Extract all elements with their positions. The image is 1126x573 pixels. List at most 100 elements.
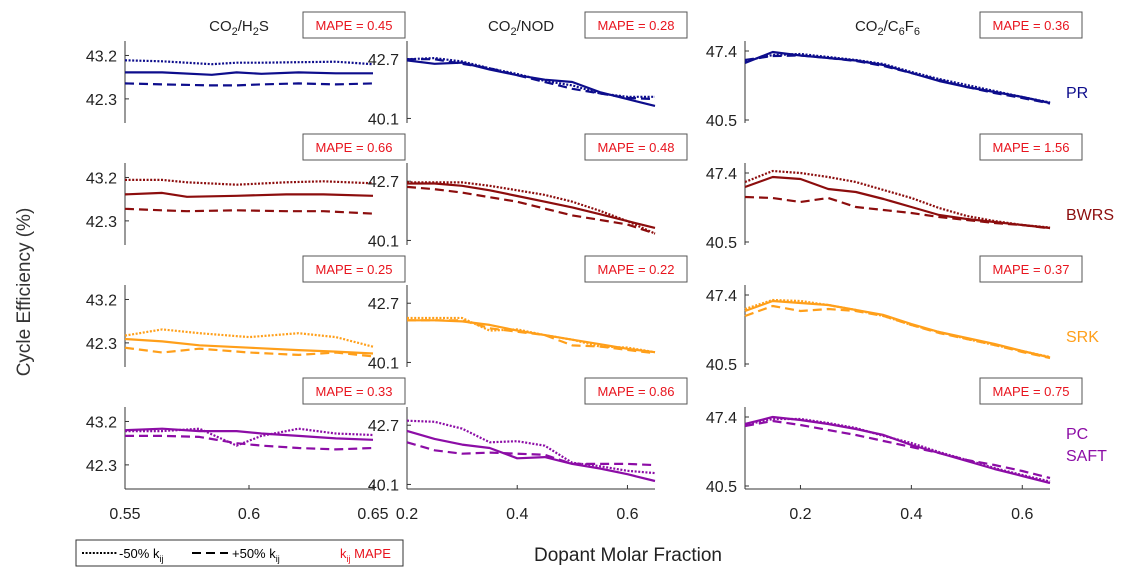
mape-label: MAPE = 0.36 bbox=[993, 18, 1070, 33]
x-tick-label: 0.55 bbox=[109, 506, 140, 523]
model-label: PC bbox=[1066, 426, 1088, 443]
series-line-solid bbox=[124, 427, 374, 441]
mape-box bbox=[584, 133, 688, 161]
y-tick-label: 47.4 bbox=[706, 44, 737, 61]
series-line-dotted bbox=[124, 59, 374, 66]
panel-r1-c2: 47.4 40.5 MAPE = 1.56 BWRS bbox=[706, 133, 1114, 252]
y-tick-label: 42.3 bbox=[86, 92, 117, 109]
y-tick-label: 42.7 bbox=[368, 296, 399, 313]
mape-label: MAPE = 0.22 bbox=[598, 262, 675, 277]
panel-r0-c2: 47.4 40.5 MAPE = 0.36 PR bbox=[706, 11, 1088, 130]
mape-box bbox=[302, 133, 406, 161]
y-tick-label: 40.5 bbox=[706, 479, 737, 496]
mape-label: MAPE = 0.33 bbox=[316, 384, 393, 399]
mape-box bbox=[979, 377, 1083, 405]
mape-box bbox=[979, 255, 1083, 283]
mape-label: MAPE = 0.28 bbox=[598, 18, 675, 33]
series-line-dotted bbox=[124, 328, 374, 348]
mape-box bbox=[584, 377, 688, 405]
mape-box bbox=[979, 11, 1083, 39]
y-tick-label: 43.2 bbox=[86, 48, 117, 65]
series-line-dashed bbox=[407, 58, 656, 101]
y-tick-label: 40.1 bbox=[368, 477, 399, 494]
series-line-dotted bbox=[744, 417, 1051, 483]
column-title-2: CO2/C6F6 bbox=[855, 18, 920, 38]
series-line-dotted bbox=[406, 419, 656, 475]
panel-r3-c0: 43.2 42.3 MAPE = 0.33 0.55 0.6 0.65 bbox=[86, 377, 406, 523]
y-tick-label: 42.7 bbox=[368, 174, 399, 191]
column-title-1: CO2/NOD bbox=[488, 18, 554, 38]
mape-label: MAPE = 0.75 bbox=[993, 384, 1070, 399]
y-tick-label: 43.2 bbox=[86, 292, 117, 309]
series-line-solid bbox=[744, 415, 1051, 485]
series-line-dotted bbox=[744, 52, 1051, 104]
series-line-dashed bbox=[744, 195, 1051, 230]
series-line-dashed bbox=[406, 441, 656, 467]
panel-r2-c1: 42.7 40.1 MAPE = 0.22 bbox=[368, 255, 688, 372]
series-line-dotted bbox=[407, 316, 656, 354]
y-tick-label: 40.1 bbox=[368, 111, 399, 128]
x-tick-label: 0.65 bbox=[357, 506, 388, 523]
x-tick-label: 0.4 bbox=[506, 506, 528, 523]
series-line-solid bbox=[744, 175, 1051, 230]
mape-box bbox=[302, 377, 406, 405]
mape-label: MAPE = 0.25 bbox=[316, 262, 393, 277]
series-line-dashed bbox=[124, 207, 374, 215]
series-line-solid bbox=[407, 319, 656, 354]
series-line-solid bbox=[406, 59, 656, 107]
series-line-dashed bbox=[407, 319, 656, 355]
model-label: SAFT bbox=[1066, 448, 1107, 465]
mape-box bbox=[979, 133, 1083, 161]
x-tick-label: 0.2 bbox=[396, 506, 418, 523]
series-line-dashed bbox=[125, 434, 374, 451]
mape-box bbox=[584, 11, 688, 39]
y-tick-label: 40.5 bbox=[706, 113, 737, 130]
legend-mape-label: kij MAPE bbox=[340, 546, 391, 564]
series-line-dashed bbox=[124, 82, 374, 87]
x-tick-label: 0.6 bbox=[1011, 506, 1033, 523]
y-tick-label: 42.7 bbox=[368, 52, 399, 69]
mape-label: MAPE = 0.66 bbox=[316, 140, 393, 155]
y-tick-label: 40.1 bbox=[368, 355, 399, 372]
series-line-solid bbox=[124, 191, 374, 198]
series-line-dotted bbox=[125, 178, 374, 186]
series-line-solid bbox=[744, 50, 1051, 105]
column-title-0: CO2/H2S bbox=[209, 18, 269, 38]
mape-label: MAPE = 0.37 bbox=[993, 262, 1070, 277]
series-line-solid bbox=[125, 71, 373, 76]
legend: -50% kij +50% kij kij MAPE bbox=[75, 539, 404, 567]
panel-r1-c1: 42.7 40.1 MAPE = 0.48 bbox=[368, 133, 688, 250]
mape-label: MAPE = 1.56 bbox=[993, 140, 1070, 155]
series-line-solid bbox=[124, 337, 374, 355]
model-label: SRK bbox=[1066, 329, 1099, 346]
x-tick-label: 0.2 bbox=[789, 506, 811, 523]
x-tick-label: 0.6 bbox=[616, 506, 638, 523]
model-label: BWRS bbox=[1066, 207, 1114, 224]
y-tick-label: 42.3 bbox=[86, 214, 117, 231]
series-line-dashed bbox=[124, 346, 374, 358]
legend-box bbox=[75, 539, 404, 567]
series-line-dashed bbox=[744, 304, 1051, 360]
mape-box bbox=[584, 255, 688, 283]
mape-label: MAPE = 0.86 bbox=[598, 384, 675, 399]
x-tick-label: 0.6 bbox=[238, 506, 260, 523]
y-tick-label: 42.3 bbox=[86, 336, 117, 353]
panel-grid: CO2/H2S CO2/NOD CO2/C6F6 43.2 42.3 MAPE = 0.4… bbox=[86, 11, 1114, 523]
y-tick-label: 42.7 bbox=[368, 418, 399, 435]
panel-r2-c0: 43.2 42.3 MAPE = 0.25 bbox=[86, 255, 406, 367]
series-line-dotted bbox=[744, 169, 1051, 229]
x-tick-label: 0.4 bbox=[900, 506, 922, 523]
y-axis-label: Cycle Efficiency (%) bbox=[14, 208, 35, 377]
y-tick-label: 40.1 bbox=[368, 233, 399, 250]
panel-r0-c0: 43.2 42.3 MAPE = 0.45 bbox=[86, 11, 406, 123]
y-tick-label: 42.3 bbox=[86, 458, 117, 475]
panel-r2-c2: 47.4 40.5 MAPE = 0.37 SRK bbox=[706, 255, 1099, 374]
series-line-dotted bbox=[125, 427, 374, 447]
y-tick-label: 47.4 bbox=[706, 288, 737, 305]
legend-dotted-label: -50% kij bbox=[119, 546, 163, 564]
mape-label: MAPE = 0.45 bbox=[316, 18, 393, 33]
y-tick-label: 40.5 bbox=[706, 235, 737, 252]
y-tick-label: 43.2 bbox=[86, 414, 117, 431]
y-tick-label: 43.2 bbox=[86, 170, 117, 187]
